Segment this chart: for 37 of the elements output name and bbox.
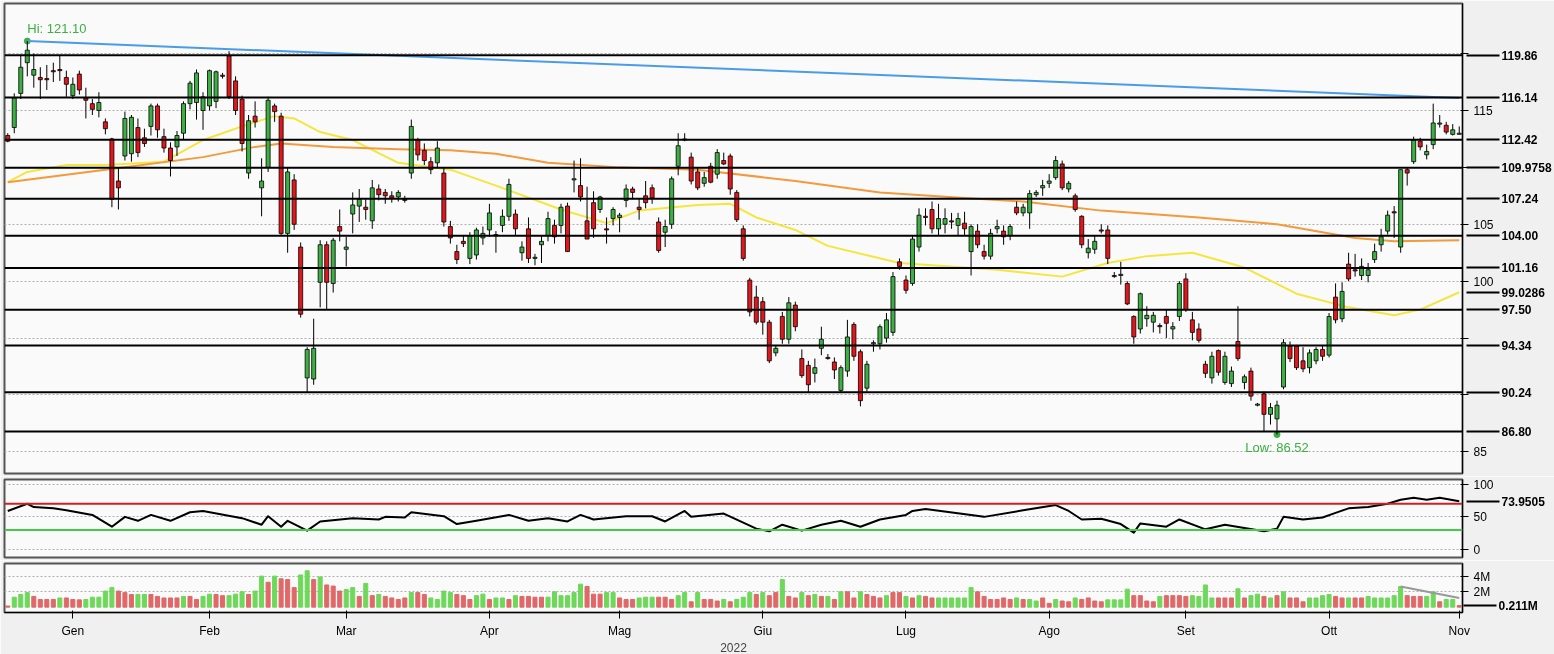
ref-line-label: 119.86	[1501, 48, 1538, 63]
ref-line-label: 107.24	[1501, 192, 1539, 207]
ref-line-label: 101.16	[1501, 261, 1539, 276]
y-tick-label: 115	[1473, 103, 1493, 118]
ref-line-label: 97.50	[1501, 303, 1532, 318]
annotation: Low: 86.52	[1245, 439, 1309, 455]
y-tick-label: 100	[1473, 477, 1494, 492]
y-tick-label: 0	[1473, 543, 1481, 558]
y-tick-label: 50	[1473, 510, 1488, 525]
x-tick-label: Nov	[1448, 623, 1470, 638]
x-tick-label: Apr	[480, 623, 499, 638]
ref-line-label: 112.42	[1501, 133, 1538, 148]
y-tick-label: 2M	[1473, 584, 1491, 599]
x-tick-label: Feb	[199, 623, 221, 638]
y-tick-label: 100	[1473, 274, 1494, 289]
ref-line-label: 109.9758	[1501, 161, 1552, 176]
x-tick-label: Mag	[607, 623, 632, 638]
ref-line-label: 94.34	[1501, 339, 1532, 354]
ref-line-label: 116.14	[1501, 91, 1538, 105]
ref-line-label: 86.80	[1501, 424, 1532, 439]
x-tick-label: Giu	[753, 623, 773, 638]
x-tick-label: Lug	[895, 623, 917, 638]
x-tick-label: Ago	[1038, 623, 1061, 638]
ref-line-label: 90.24	[1501, 385, 1532, 400]
ref-line-label: 104.00	[1501, 229, 1539, 244]
x-tick-label: Mar	[335, 623, 357, 638]
y-tick-label: 85	[1473, 445, 1488, 460]
x-tick-label: Set	[1176, 623, 1196, 638]
y-tick-label: 4M	[1473, 569, 1491, 584]
text: 99.0286	[1501, 285, 1546, 300]
text: 73.9505	[1501, 494, 1546, 509]
x-tick-label: Gen	[61, 623, 85, 638]
text: 0.211M	[1498, 598, 1538, 613]
x-tick-label: Ott	[1321, 623, 1338, 638]
x-axis-title: 2022	[720, 640, 748, 654]
y-tick-label: 105	[1473, 217, 1494, 232]
annotation: Hi: 121.10	[27, 21, 87, 37]
